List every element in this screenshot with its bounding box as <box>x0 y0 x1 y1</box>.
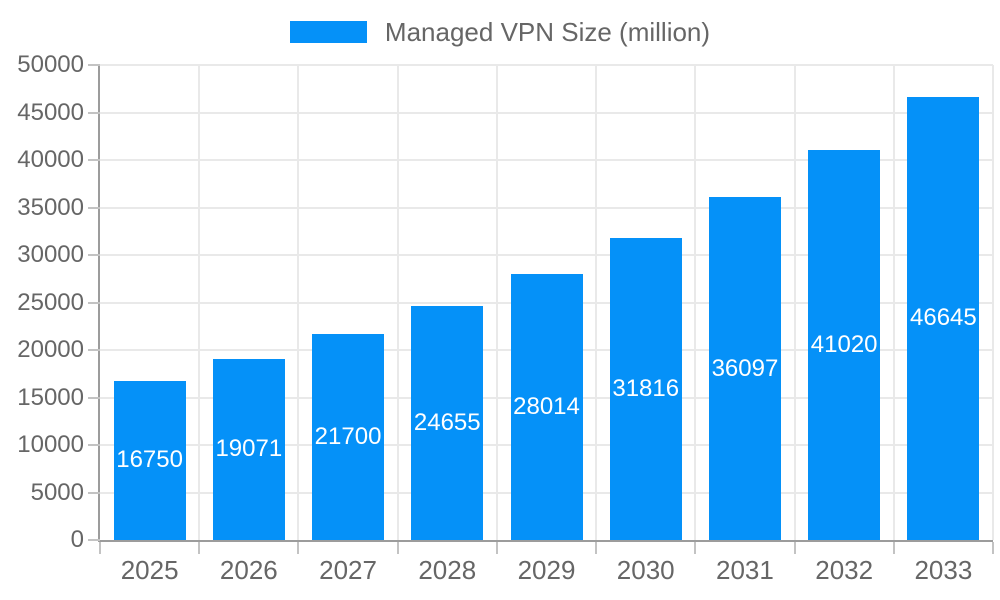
y-axis-label: 45000 <box>17 98 84 126</box>
y-tick <box>88 301 100 304</box>
x-tick <box>892 542 895 554</box>
y-tick <box>88 396 100 399</box>
x-gridline <box>198 65 201 540</box>
x-gridline <box>495 65 498 540</box>
bar-value-label: 21700 <box>314 422 382 450</box>
bar-value-label: 28014 <box>513 392 580 420</box>
bar-value-label: 41020 <box>810 331 878 359</box>
x-gridline <box>595 65 598 540</box>
x-tick <box>495 542 498 554</box>
y-gridline <box>100 64 993 66</box>
y-tick <box>88 64 100 66</box>
x-tick <box>297 542 300 554</box>
bar-2027[interactable]: 21700 <box>312 333 385 540</box>
y-gridline <box>100 111 993 114</box>
bar-2026[interactable]: 19071 <box>212 358 285 540</box>
y-axis-label: 0 <box>70 526 84 553</box>
x-axis-label: 2029 <box>517 555 576 585</box>
bar-value-label: 19071 <box>215 435 283 463</box>
x-tick <box>793 542 796 554</box>
y-tick <box>88 491 100 494</box>
x-tick <box>694 542 697 554</box>
x-gridline <box>992 65 994 540</box>
bar-2031[interactable]: 36097 <box>708 197 781 540</box>
y-tick <box>88 349 100 351</box>
bar-value-label: 46645 <box>910 304 977 332</box>
bar-value-label: 16750 <box>116 446 183 474</box>
y-tick <box>88 444 100 446</box>
y-tick <box>88 159 100 161</box>
legend-swatch[interactable] <box>289 21 367 43</box>
x-axis-label: 2032 <box>815 555 874 585</box>
x-tick <box>396 542 399 554</box>
bar-value-label: 31816 <box>612 374 680 402</box>
y-gridline <box>100 159 993 161</box>
x-axis-label: 2025 <box>120 555 179 585</box>
bar-2029[interactable]: 28014 <box>510 273 583 540</box>
x-tick <box>198 542 201 554</box>
y-axis-label: 40000 <box>17 146 84 173</box>
legend: Managed VPN Size (million) <box>0 16 1000 48</box>
y-tick <box>88 539 100 541</box>
bar-2033[interactable]: 46645 <box>907 96 980 540</box>
x-axis-label: 2028 <box>418 555 477 585</box>
y-tick <box>88 254 100 256</box>
y-axis-label: 5000 <box>30 478 84 506</box>
y-axis-label: 30000 <box>17 241 84 268</box>
x-axis-label: 2030 <box>616 555 675 585</box>
x-tick <box>99 542 101 554</box>
plot-area: 0 5000 10000 15000 20000 25000 30000 35000 40000… <box>17 51 994 585</box>
x-axis-label: 2027 <box>319 555 377 585</box>
bar-2032[interactable]: 41020 <box>808 150 881 540</box>
y-gridline <box>100 206 993 209</box>
x-tick <box>595 542 598 554</box>
bar-2030[interactable]: 31816 <box>609 237 682 540</box>
y-axis-label: 10000 <box>17 431 84 458</box>
y-axis-label: 15000 <box>17 383 84 411</box>
x-gridline <box>297 65 300 540</box>
y-axis-label: 35000 <box>17 193 84 221</box>
x-gridline <box>694 65 697 540</box>
x-tick <box>992 542 994 554</box>
y-tick <box>88 111 100 114</box>
y-gridline <box>100 254 993 256</box>
legend-label[interactable]: Managed VPN Size (million) <box>384 16 711 47</box>
x-axis-label: 2026 <box>219 555 278 585</box>
y-axis-label: 50000 <box>17 51 84 78</box>
bar-2025[interactable]: 16750 <box>113 380 186 540</box>
y-axis-label: 25000 <box>17 288 84 316</box>
y-axis-label: 20000 <box>17 336 84 363</box>
bar-value-label: 24655 <box>413 408 481 436</box>
x-gridline <box>892 65 895 540</box>
x-axis-label: 2031 <box>716 555 774 585</box>
x-gridline <box>793 65 796 540</box>
y-tick <box>88 206 100 209</box>
x-gridline <box>396 65 399 540</box>
bar-value-label: 36097 <box>711 354 779 382</box>
x-axis-label: 2033 <box>914 555 973 585</box>
bar-2028[interactable]: 24655 <box>411 305 484 540</box>
